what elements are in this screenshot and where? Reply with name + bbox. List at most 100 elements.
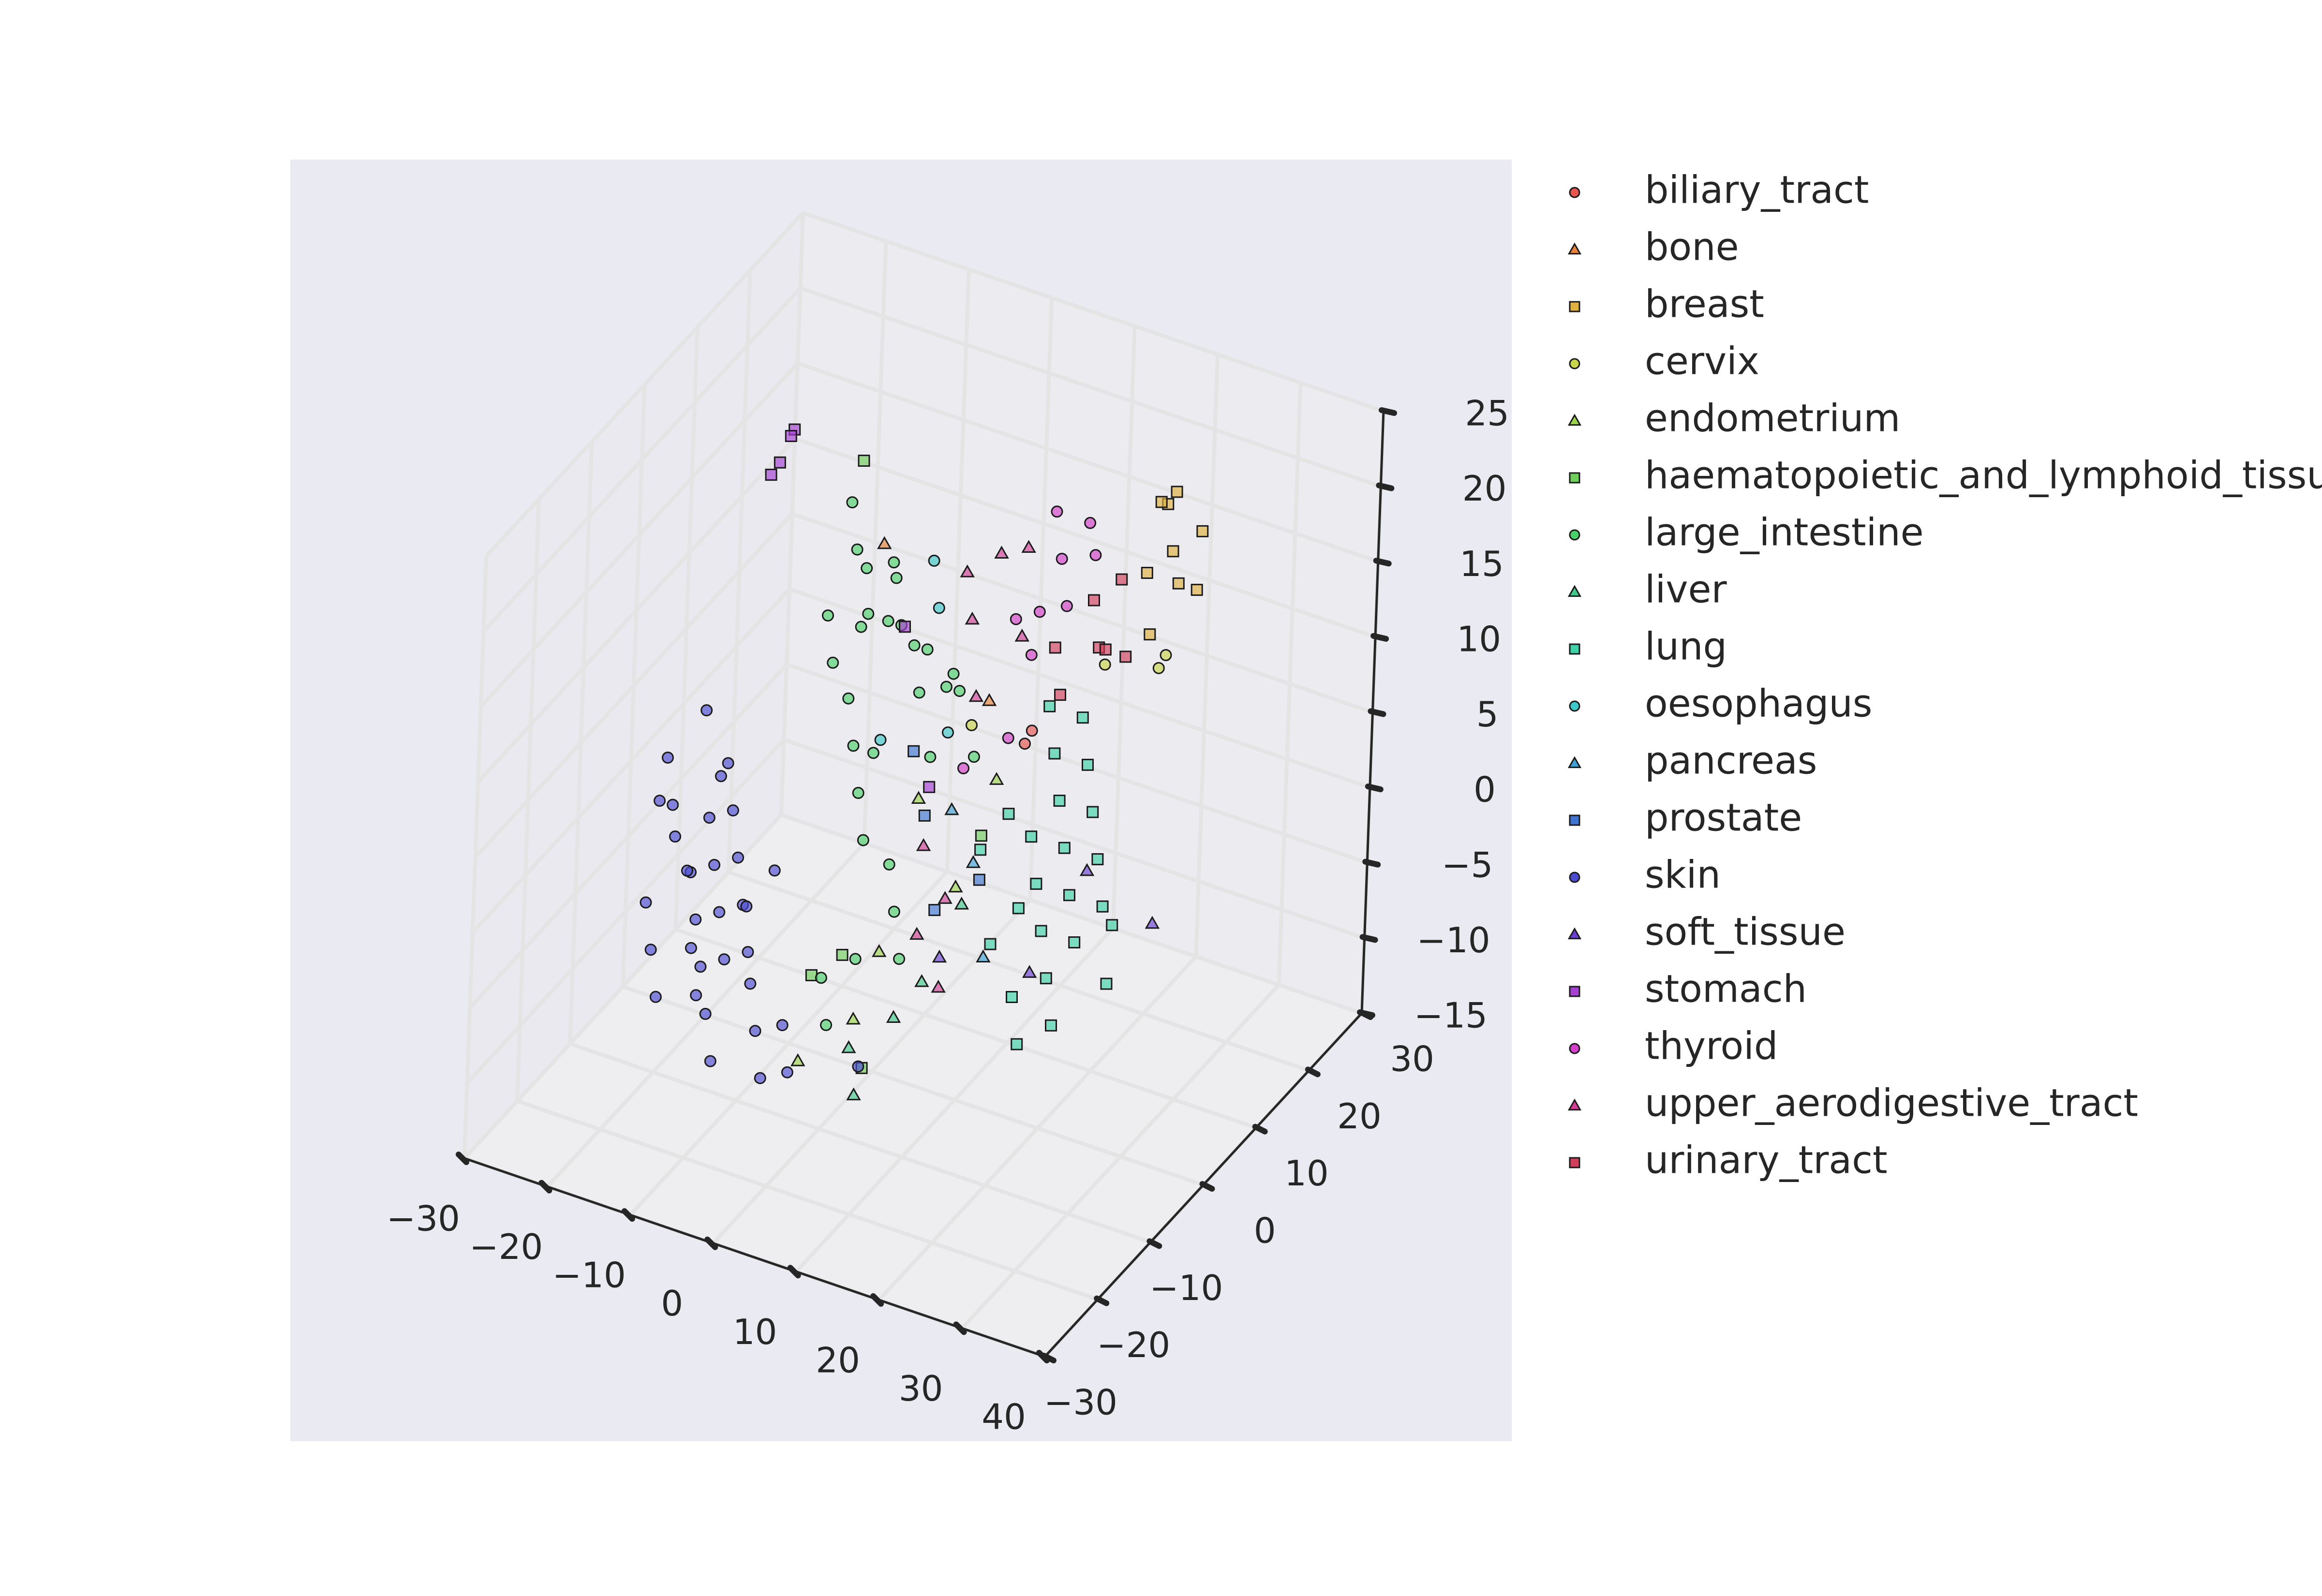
y-tick-mark	[1094, 1295, 1110, 1306]
z-tick-mark	[1379, 407, 1397, 416]
grid-line	[485, 211, 804, 558]
data-point-urinary_tract	[1088, 594, 1100, 606]
data-point-lung	[1012, 902, 1025, 915]
x-tick-mark	[538, 1180, 552, 1194]
data-point-skin	[699, 1007, 712, 1020]
y-tick-label: −10	[1149, 1268, 1223, 1308]
z-tick-mark	[1368, 708, 1386, 717]
data-point-large_intestine	[867, 747, 879, 759]
legend-marker-skin	[1569, 872, 1580, 883]
data-point-lung	[1025, 830, 1038, 843]
data-point-pancreas	[966, 855, 981, 868]
y-tick-mark	[1252, 1123, 1268, 1135]
data-point-skin	[781, 1066, 793, 1079]
data-point-large_intestine	[815, 972, 827, 984]
data-point-large_intestine	[921, 643, 934, 656]
data-point-skin	[768, 864, 781, 877]
data-point-skin	[644, 944, 657, 956]
z-tick-label: 25	[1465, 393, 1509, 434]
x-tick-label: 10	[733, 1312, 777, 1352]
data-point-skin	[667, 798, 679, 811]
data-point-prostate	[973, 873, 985, 886]
data-point-thyroid	[1084, 517, 1097, 529]
z-tick-label: −15	[1414, 995, 1488, 1036]
z-tick-mark	[1362, 858, 1381, 868]
x-tick-mark	[456, 1152, 469, 1165]
x-tick-label: 40	[982, 1397, 1026, 1437]
data-point-skin	[754, 1072, 766, 1084]
data-point-lung	[974, 843, 987, 856]
data-point-skin	[732, 851, 744, 864]
data-point-endometrium	[911, 791, 926, 804]
legend-marker-biliary_tract	[1569, 187, 1580, 198]
data-point-thyroid	[1010, 613, 1022, 625]
data-point-breast	[1167, 545, 1179, 558]
y-tick-label: 0	[1254, 1211, 1276, 1251]
grid-line	[802, 211, 1384, 413]
data-point-lung	[1040, 972, 1052, 985]
legend-label-breast: breast	[1645, 282, 1764, 326]
data-point-skin	[640, 896, 652, 909]
data-point-cervix	[966, 719, 978, 731]
z-tick-label: 10	[1457, 619, 1501, 659]
data-point-lung	[1076, 711, 1089, 724]
data-point-skin	[669, 830, 682, 843]
data-point-skin	[727, 804, 739, 817]
data-point-skin	[681, 864, 693, 877]
x-tick-label: −10	[552, 1255, 626, 1296]
grid-line	[482, 286, 802, 633]
data-point-skin	[704, 1055, 716, 1067]
x-tick-mark	[870, 1293, 884, 1307]
data-point-large_intestine	[883, 858, 895, 871]
z-tick-mark	[1359, 934, 1378, 943]
legend-marker-stomach	[1569, 986, 1580, 997]
x-tick-label: 30	[899, 1368, 943, 1409]
data-point-lung	[1100, 977, 1113, 990]
data-point-thyroid	[957, 762, 969, 774]
data-point-skin	[718, 953, 730, 966]
z-tick-mark	[1365, 783, 1384, 793]
data-point-lung	[1106, 919, 1118, 931]
data-point-large_intestine	[847, 739, 860, 752]
data-point-pancreas	[976, 949, 991, 962]
data-point-prostate	[918, 809, 931, 822]
legend-marker-liver	[1567, 585, 1582, 597]
grid-line	[797, 361, 1379, 564]
legend-label-skin: skin	[1645, 853, 1721, 897]
data-point-lung	[1063, 889, 1075, 901]
data-point-oesophagus	[942, 726, 954, 739]
data-point-liver	[841, 1040, 856, 1053]
data-point-upper_aerodigestive_tract	[931, 979, 946, 993]
legend-label-prostate: prostate	[1645, 796, 1802, 840]
data-point-breast	[1171, 486, 1183, 498]
x-tick-label: 0	[661, 1283, 683, 1324]
data-point-lung	[1011, 1038, 1023, 1050]
data-point-breast	[1155, 496, 1168, 508]
data-point-lung	[1002, 808, 1015, 820]
data-point-skin	[662, 752, 674, 764]
data-point-upper_aerodigestive_tract	[1014, 628, 1029, 642]
grid-line	[780, 813, 1363, 1015]
x-tick-label: −20	[469, 1227, 543, 1267]
data-point-large_intestine	[888, 905, 900, 918]
y-tick-label: −30	[1044, 1382, 1117, 1423]
z-tick-label: 0	[1474, 769, 1496, 810]
data-point-skin	[689, 913, 702, 926]
z-tick-label: −5	[1442, 844, 1493, 885]
z-tick-mark	[1370, 633, 1389, 642]
data-point-oesophagus	[874, 734, 887, 746]
data-point-upper_aerodigestive_tract	[994, 546, 1009, 559]
data-point-large_intestine	[842, 692, 855, 705]
data-point-upper_aerodigestive_tract	[968, 689, 984, 702]
data-point-urinary_tract	[1099, 643, 1112, 656]
y-tick-label: 20	[1337, 1096, 1382, 1137]
legend-label-thyroid: thyroid	[1645, 1024, 1778, 1068]
data-point-urinary_tract	[1119, 650, 1132, 663]
data-point-liver	[954, 896, 969, 910]
data-point-soft_tissue	[1022, 965, 1037, 978]
grid-line	[783, 738, 1365, 940]
data-point-haematopoietic_and_lymphoid_tissue	[858, 455, 870, 467]
data-point-stomach	[774, 456, 786, 469]
data-point-soft_tissue	[1145, 916, 1160, 929]
